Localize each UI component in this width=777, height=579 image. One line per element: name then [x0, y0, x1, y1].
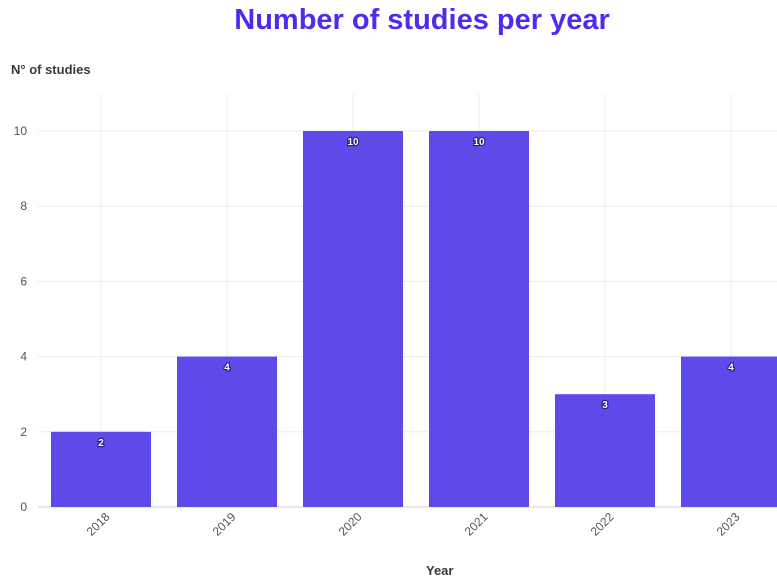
y-axis-label: N° of studies — [11, 62, 91, 77]
y-tick-label: 6 — [20, 274, 27, 288]
x-tick-label: 2019 — [210, 510, 239, 539]
bar-2021[interactable] — [429, 131, 529, 507]
bar-2022[interactable] — [555, 394, 655, 507]
y-tick-label: 0 — [20, 500, 27, 514]
y-tick-label: 4 — [20, 350, 27, 364]
data-label-2023: 4 — [728, 363, 734, 374]
y-tick-labels: 0 2 4 6 8 10 — [14, 124, 28, 514]
x-tick-label: 2021 — [462, 510, 491, 539]
data-label-2020: 10 — [347, 137, 359, 148]
x-axis-label: Year — [426, 563, 454, 578]
y-tick-label: 8 — [20, 199, 27, 213]
y-tick-label: 2 — [20, 425, 27, 439]
data-label-2019: 4 — [224, 363, 230, 374]
x-tick-label: 2023 — [714, 510, 743, 539]
bar-2018[interactable] — [51, 431, 151, 507]
bar-2019[interactable] — [177, 356, 277, 507]
data-label-2022: 3 — [602, 400, 608, 411]
bars — [51, 131, 777, 507]
x-tick-label: 2020 — [336, 510, 365, 539]
x-tick-label: 2022 — [588, 510, 617, 539]
chart-title: Number of studies per year — [234, 4, 610, 36]
x-tick-label: 2018 — [84, 510, 113, 539]
grid-lines — [38, 94, 777, 508]
data-label-2018: 2 — [98, 438, 104, 449]
y-tick-label: 10 — [14, 124, 28, 138]
data-label-2021: 10 — [473, 137, 485, 148]
bar-2020[interactable] — [303, 131, 403, 507]
bar-2023[interactable] — [681, 356, 777, 507]
data-labels: 2 4 10 10 3 4 — [97, 136, 735, 450]
x-tick-labels: 2018 2019 2020 2021 2022 2023 — [84, 510, 743, 539]
